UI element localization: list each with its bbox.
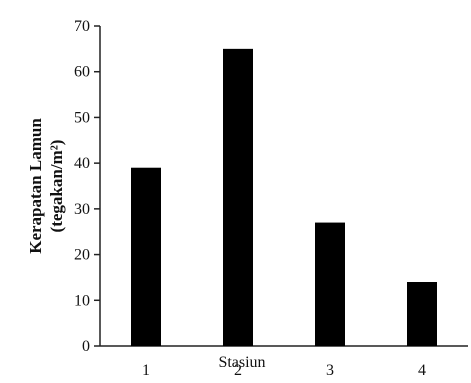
bars [131,48,437,346]
y-tick-label: 0 [82,338,90,355]
y-tick-label: 70 [74,18,90,35]
y-axis [94,25,101,347]
x-tick-label: 1 [142,362,150,379]
bar-4 [407,282,437,346]
y-tick-label: 10 [74,292,90,309]
bar-2 [223,48,253,346]
y-tick-label: 30 [74,201,90,218]
y-axis-label-line-1: Kerapatan Lamun [26,118,45,254]
y-tick-label: 60 [74,64,90,81]
y-tick-labels: 0 10 20 30 40 50 60 70 [74,18,90,355]
x-tick-labels: 1 2 3 4 [142,362,426,379]
bar-3 [315,222,345,346]
x-tick-label: 4 [418,362,426,379]
bar-1 [131,167,161,346]
y-tick-label: 50 [74,109,90,126]
y-tick-label: 40 [74,155,90,172]
y-axis-label-line-2: (tegakan/m²) [47,140,66,233]
x-axis-label: Stasiun [218,354,265,371]
y-tick-label: 20 [74,247,90,264]
y-axis-label: Kerapatan Lamun (tegakan/m²) [26,118,66,254]
x-tick-label: 2 [234,362,242,379]
x-tick-label: 3 [326,362,334,379]
